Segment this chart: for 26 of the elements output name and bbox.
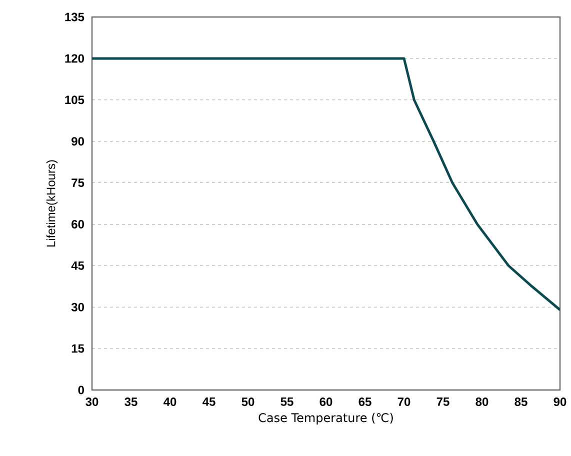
y-tick-label: 45 xyxy=(71,261,84,270)
y-tick-label: 0 xyxy=(78,386,84,394)
y-tick-label: 75 xyxy=(72,178,84,187)
x-axis-title: Case Temperature (℃) xyxy=(258,412,393,425)
x-tick-label: 70 xyxy=(398,398,410,406)
x-tick-label: 40 xyxy=(164,398,176,406)
y-tick-label: 30 xyxy=(71,302,84,312)
x-tick-label: 30 xyxy=(86,398,98,406)
x-tick-label: 50 xyxy=(242,398,254,406)
x-tick-label: 85 xyxy=(514,398,528,406)
line-series xyxy=(92,57,560,312)
y-tick-label: 135 xyxy=(65,12,84,22)
x-tick-label: 75 xyxy=(436,398,450,406)
x-tick-label: 60 xyxy=(320,398,332,406)
y-tick-label: 15 xyxy=(72,344,84,353)
x-tick-label: 35 xyxy=(124,398,138,406)
y-tick-label: 90 xyxy=(72,137,84,146)
y-tick-label: 120 xyxy=(65,54,84,63)
x-tick-label: 90 xyxy=(554,398,566,406)
x-tick-label: 65 xyxy=(358,398,372,406)
x-tick-label: 55 xyxy=(280,398,294,406)
x-tick-label: 45 xyxy=(202,398,216,406)
y-tick-label: 60 xyxy=(72,220,84,228)
y-tick-label: 105 xyxy=(65,96,84,104)
y-axis-title: Lifetime(kHours) xyxy=(46,160,58,247)
x-tick-label: 80 xyxy=(476,398,488,406)
